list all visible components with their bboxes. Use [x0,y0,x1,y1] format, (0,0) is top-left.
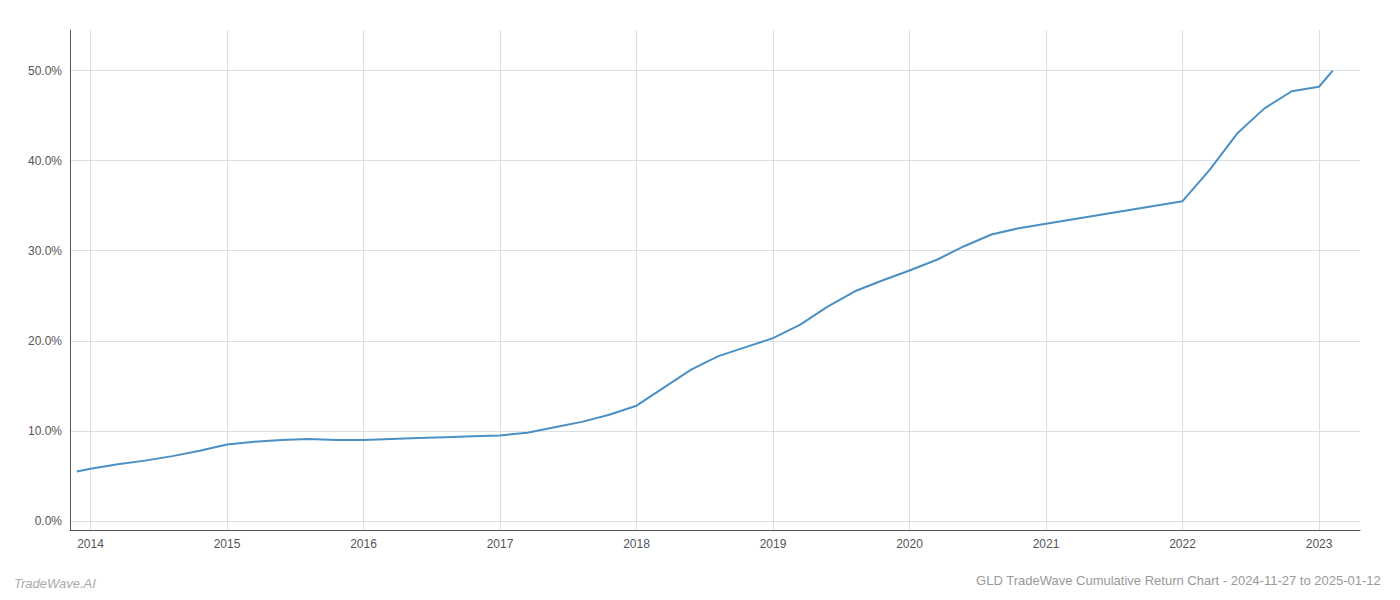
svg-text:2019: 2019 [760,537,787,551]
svg-text:2014: 2014 [77,537,104,551]
svg-text:0.0%: 0.0% [35,514,63,528]
svg-text:40.0%: 40.0% [28,154,62,168]
svg-text:50.0%: 50.0% [28,64,62,78]
svg-text:2022: 2022 [1169,537,1196,551]
svg-text:TradeWave.AI: TradeWave.AI [14,576,96,591]
svg-text:10.0%: 10.0% [28,424,62,438]
svg-text:2023: 2023 [1306,537,1333,551]
svg-text:30.0%: 30.0% [28,244,62,258]
svg-text:2018: 2018 [623,537,650,551]
svg-text:20.0%: 20.0% [28,334,62,348]
svg-text:2017: 2017 [487,537,514,551]
svg-text:2016: 2016 [350,537,377,551]
svg-text:GLD TradeWave Cumulative Retur: GLD TradeWave Cumulative Return Chart - … [976,573,1381,588]
svg-text:2020: 2020 [896,537,923,551]
svg-text:2021: 2021 [1033,537,1060,551]
svg-text:2015: 2015 [214,537,241,551]
